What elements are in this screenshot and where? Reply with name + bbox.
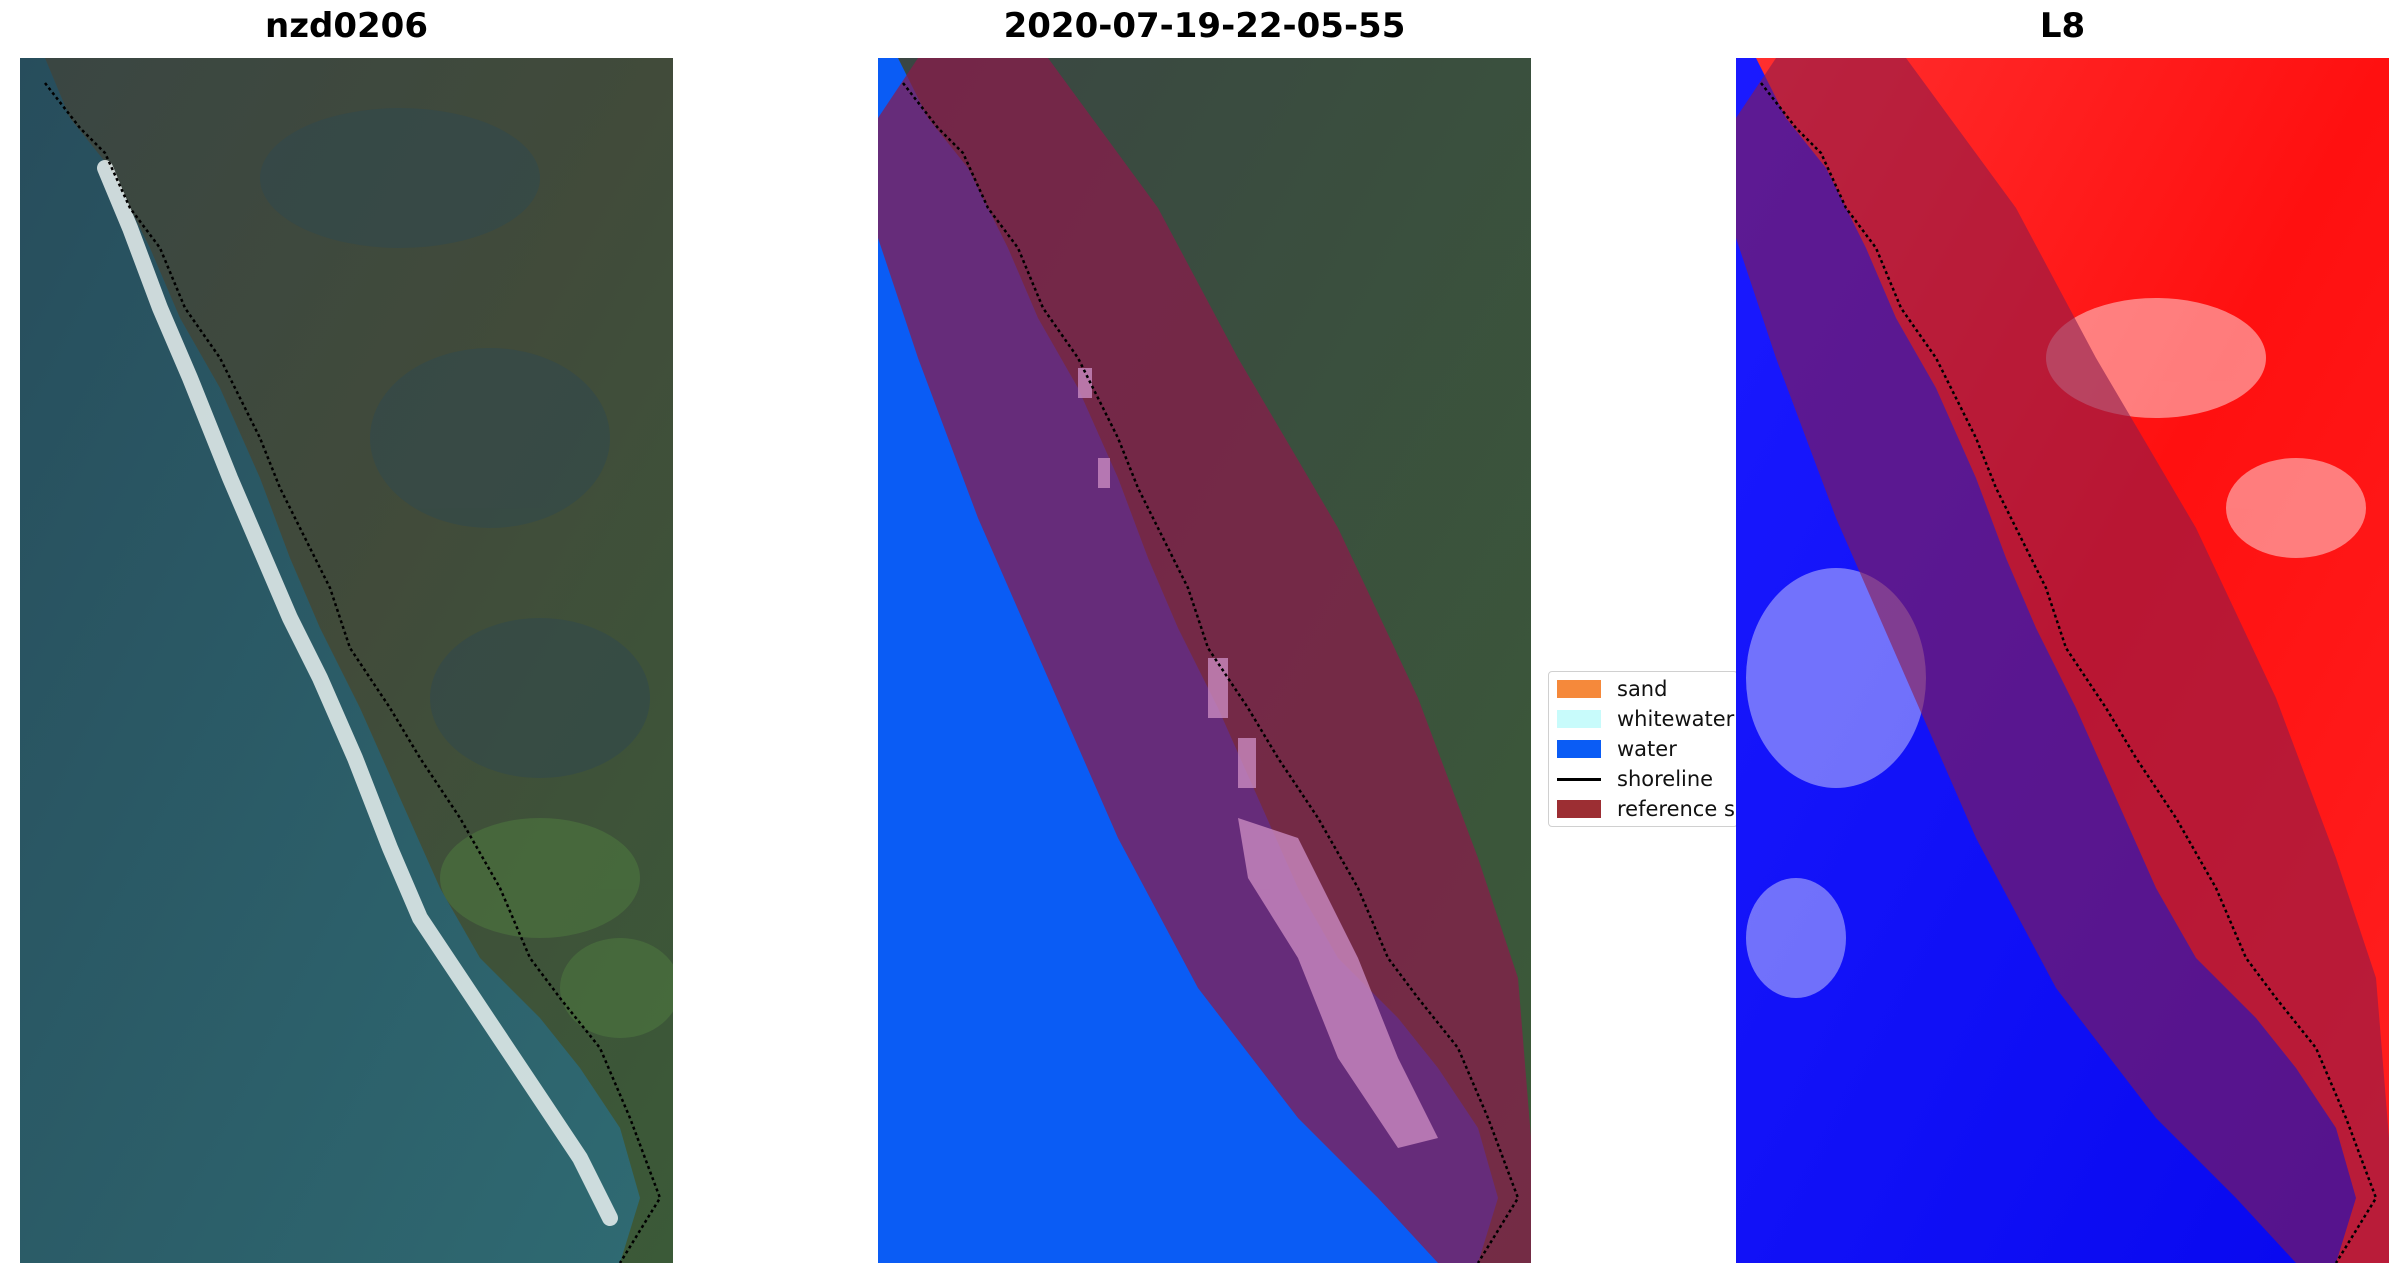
legend-item-water: water xyxy=(1549,734,1677,764)
classification-panel xyxy=(878,58,1531,1263)
index-cloud-patches xyxy=(1746,568,1926,998)
panel-title-index: L8 xyxy=(2039,6,2086,46)
panel-title-classification: 2020-07-19-22-05-55 xyxy=(1003,6,1406,46)
surf-zone xyxy=(97,160,618,1226)
land-shading xyxy=(260,108,650,778)
sand-swatch xyxy=(1557,680,1601,698)
index-panel xyxy=(1736,58,2389,1263)
legend-label: water xyxy=(1617,737,1677,761)
classified-image xyxy=(878,58,1531,1263)
legend: sand whitewater water shoreline referenc… xyxy=(1548,671,1738,827)
sand-pixels xyxy=(1078,368,1438,1148)
rgb-satellite-image xyxy=(20,58,673,1263)
vegetation xyxy=(440,818,673,1038)
shoreline-line-swatch xyxy=(1557,777,1601,781)
legend-label: reference sh xyxy=(1617,797,1738,821)
reference-shoreline-buffer xyxy=(1736,58,2389,1263)
legend-label: whitewater xyxy=(1617,707,1735,731)
legend-item-reference-shoreline: reference sh xyxy=(1549,794,1738,824)
legend-item-whitewater: whitewater xyxy=(1549,704,1734,734)
reference-shoreline-swatch xyxy=(1557,800,1601,818)
shoreline-classified xyxy=(902,82,1520,1263)
water-swatch xyxy=(1557,740,1601,758)
shoreline-index xyxy=(1760,82,2378,1263)
legend-item-sand: sand xyxy=(1549,674,1667,704)
reference-shoreline-buffer xyxy=(878,58,1531,1263)
legend-label: sand xyxy=(1617,677,1668,701)
shoreline-rgb xyxy=(44,82,662,1263)
index-image xyxy=(1736,58,2389,1263)
rgb-image-panel xyxy=(20,58,673,1263)
legend-label: shoreline xyxy=(1617,767,1714,791)
legend-item-shoreline: shoreline xyxy=(1549,764,1713,794)
whitewater-swatch xyxy=(1557,710,1601,728)
panel-title-rgb: nzd0206 xyxy=(265,6,428,46)
